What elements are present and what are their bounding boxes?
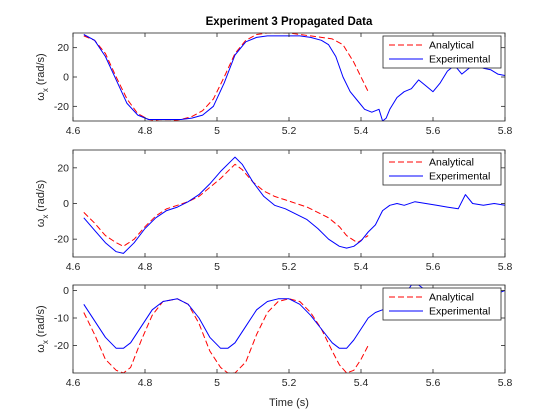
y-label-symbol: ω [35, 344, 47, 353]
legend-box [382, 35, 502, 69]
series-line-analytical [83, 298, 369, 373]
legend-label: Analytical [429, 40, 474, 52]
y-tick-label: 20 [57, 162, 69, 174]
y-tick-label: 0 [63, 198, 69, 210]
subplot-3: 4.6 4.8 5 5.2 5.4 5.6 5.8 -20 -10 0 ωx (rad/s) Anal… [35, 284, 513, 389]
y-axis-label: ωx (rad/s) [35, 53, 50, 100]
y-label-unit: (rad/s) [35, 180, 47, 215]
y-tick-label: 20 [57, 42, 69, 54]
series-lines [83, 33, 505, 121]
x-tick-label: 5.4 [354, 377, 369, 389]
y-label-unit: (rad/s) [35, 305, 47, 340]
legend: Analytical Experimental [382, 287, 502, 321]
x-tick-label: 5.6 [426, 125, 441, 137]
y-label-subscript: x [41, 340, 50, 344]
y-label-symbol: ω [35, 218, 47, 227]
x-tick-label: 4.6 [66, 377, 81, 389]
x-tick-label: 5.8 [498, 125, 513, 137]
series-line-experimental [83, 156, 505, 254]
y-label-symbol: ω [35, 92, 47, 101]
x-tick-label: 5.4 [354, 261, 369, 273]
x-tick-label: 5 [214, 261, 220, 273]
subplot-2: 4.6 4.8 5 5.2 5.4 5.6 5.8 -20 0 20 ωx (rad/s) Analy… [35, 149, 513, 273]
series-lines [83, 156, 505, 254]
x-tick-label: 5.6 [426, 261, 441, 273]
legend: Analytical Experimental [382, 152, 502, 186]
x-tick-label: 4.8 [138, 125, 153, 137]
legend-box [382, 152, 502, 186]
chart-title: Experiment 3 Propagated Data [206, 16, 373, 28]
y-tick-label: -20 [54, 234, 69, 246]
x-tick-label: 5 [214, 125, 220, 137]
legend-label: Experimental [429, 306, 490, 318]
y-tick-label: 0 [63, 285, 69, 297]
x-tick-label: 5.4 [354, 125, 369, 137]
x-tick-label: 4.8 [138, 261, 153, 273]
legend-label: Experimental [429, 171, 490, 183]
legend-label: Experimental [429, 54, 490, 66]
x-tick-label: 5.8 [498, 261, 513, 273]
x-tick-label: 5.2 [282, 125, 297, 137]
legend-box [382, 287, 502, 321]
x-tick-label: 4.6 [66, 125, 81, 137]
series-line-analytical [83, 33, 369, 121]
x-tick-label: 5.2 [282, 261, 297, 273]
x-tick-label: 5.8 [498, 377, 513, 389]
x-tick-label: 5.6 [426, 377, 441, 389]
subplot-1: 4.6 4.8 5 5.2 5.4 5.6 5.8 -20 0 20 ωx (rad/s) Analy… [35, 32, 513, 137]
y-axis-label: ωx (rad/s) [35, 180, 50, 227]
y-tick-label: -20 [54, 101, 69, 113]
y-tick-label: -10 [54, 313, 69, 325]
legend-label: Analytical [429, 292, 474, 304]
legend: Analytical Experimental [382, 35, 502, 69]
x-tick-label: 5.2 [282, 377, 297, 389]
series-line-experimental [83, 34, 505, 121]
y-label-unit: (rad/s) [35, 53, 47, 88]
x-tick-label: 4.6 [66, 261, 81, 273]
y-tick-label: -20 [54, 340, 69, 352]
y-axis-label: ωx (rad/s) [35, 305, 50, 352]
y-label-subscript: x [41, 88, 50, 92]
x-tick-label: 5 [214, 377, 220, 389]
legend-label: Analytical [429, 157, 474, 169]
x-axis-label: Time (s) [269, 397, 309, 409]
y-label-subscript: x [41, 215, 50, 219]
x-tick-label: 4.8 [138, 377, 153, 389]
y-tick-label: 0 [63, 72, 69, 84]
